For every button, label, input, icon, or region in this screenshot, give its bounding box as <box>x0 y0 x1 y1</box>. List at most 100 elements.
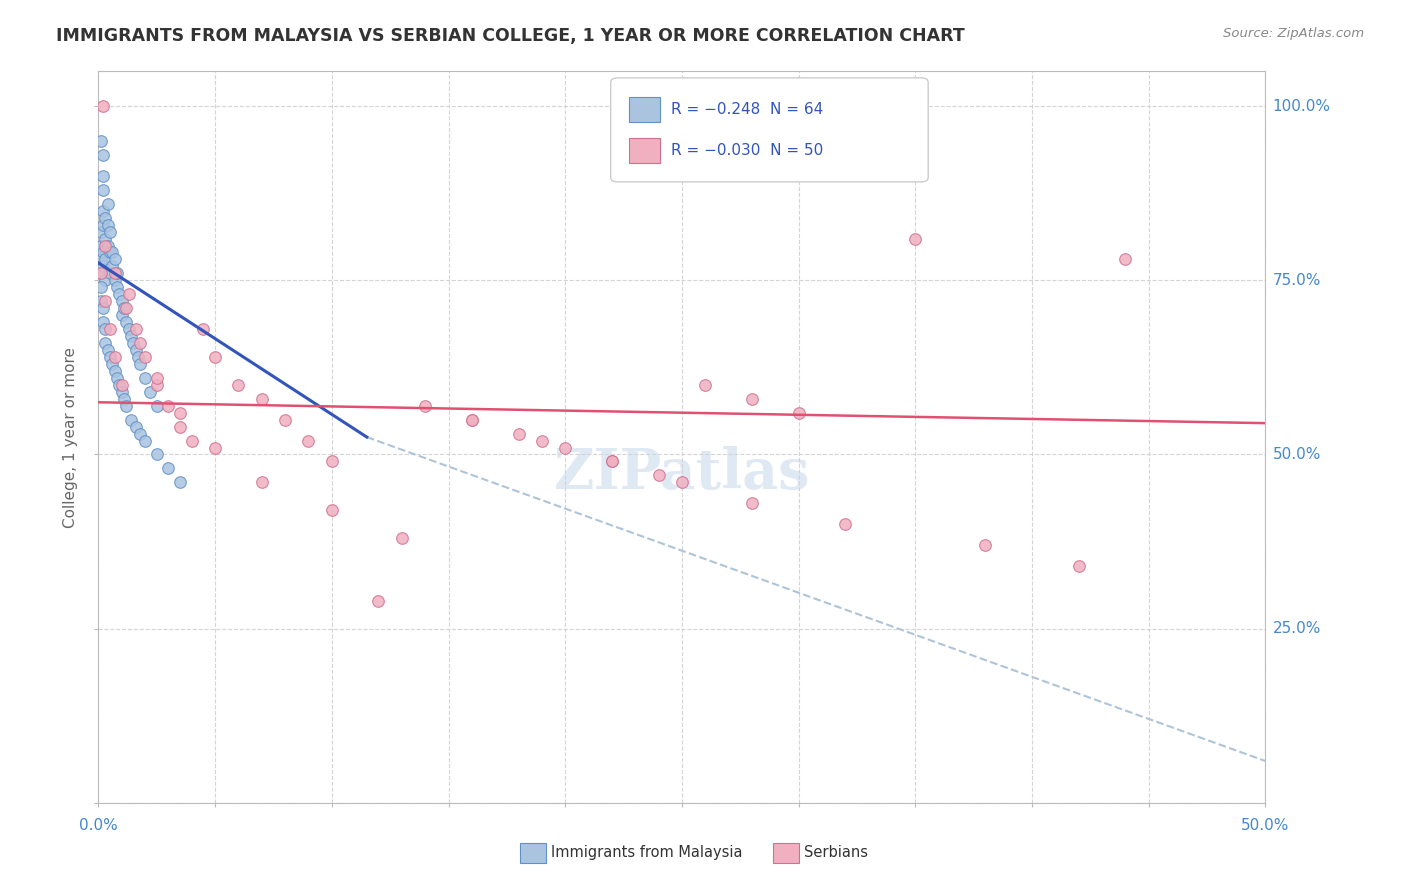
Point <box>90 294 112 309</box>
Point <box>98 225 121 239</box>
Point <box>104 266 127 280</box>
Point <box>101 357 124 371</box>
Point <box>97 238 120 252</box>
Point <box>741 392 763 406</box>
Text: R = −0.248  N = 64: R = −0.248 N = 64 <box>671 103 824 117</box>
Point <box>169 419 191 434</box>
Text: Source: ZipAtlas.com: Source: ZipAtlas.com <box>1223 27 1364 40</box>
Point <box>391 531 413 545</box>
Point <box>120 412 142 426</box>
Point <box>508 426 530 441</box>
Point <box>90 134 112 148</box>
Text: 50.0%: 50.0% <box>1241 818 1289 832</box>
Point <box>90 280 112 294</box>
Point <box>98 266 121 280</box>
Point <box>97 196 120 211</box>
Point <box>554 441 576 455</box>
Point <box>600 454 623 468</box>
Point <box>90 238 112 252</box>
Point <box>127 350 149 364</box>
Point <box>600 454 623 468</box>
Point <box>97 343 120 357</box>
Point <box>157 399 180 413</box>
Point <box>111 384 134 399</box>
Point <box>98 322 121 336</box>
Point <box>115 301 138 316</box>
Point <box>139 384 162 399</box>
Text: 100.0%: 100.0% <box>1272 99 1330 113</box>
Point <box>134 350 156 364</box>
Point <box>111 308 134 322</box>
Point <box>94 273 117 287</box>
Point <box>146 399 169 413</box>
Point <box>1114 252 1136 267</box>
Point <box>112 301 135 316</box>
Point <box>461 412 484 426</box>
Point <box>250 392 273 406</box>
Point <box>297 434 319 448</box>
Point <box>105 280 128 294</box>
Point <box>169 475 191 490</box>
Point <box>91 203 114 218</box>
Point <box>193 322 215 336</box>
Point <box>91 218 114 232</box>
Point <box>101 245 124 260</box>
Point <box>321 454 343 468</box>
Point <box>741 496 763 510</box>
Point <box>647 468 669 483</box>
Text: Immigrants from Malaysia: Immigrants from Malaysia <box>551 846 742 860</box>
Point <box>94 336 117 351</box>
Point <box>146 371 169 385</box>
Point <box>120 329 142 343</box>
Point <box>125 343 148 357</box>
Point <box>274 412 297 426</box>
Point <box>461 412 484 426</box>
Point <box>94 238 117 252</box>
Point <box>94 322 117 336</box>
Point <box>118 287 141 301</box>
Point <box>91 315 114 329</box>
Point <box>530 434 553 448</box>
Point <box>98 245 121 260</box>
Point <box>108 287 131 301</box>
Point <box>974 538 997 552</box>
Text: Serbians: Serbians <box>804 846 869 860</box>
Point <box>105 266 128 280</box>
Point <box>105 371 128 385</box>
Point <box>91 99 114 113</box>
Text: 25.0%: 25.0% <box>1272 621 1320 636</box>
Point <box>129 426 152 441</box>
Point <box>129 336 152 351</box>
Point <box>204 350 226 364</box>
Point <box>134 371 156 385</box>
Point <box>169 406 191 420</box>
Text: ZIPatlas: ZIPatlas <box>554 446 810 501</box>
Point <box>367 594 389 608</box>
Point <box>91 245 114 260</box>
Point <box>204 441 226 455</box>
Point <box>101 260 124 274</box>
Point <box>91 260 114 274</box>
Text: 75.0%: 75.0% <box>1272 273 1320 288</box>
Point <box>115 315 138 329</box>
Point <box>122 336 145 351</box>
Point <box>671 475 693 490</box>
Point <box>118 322 141 336</box>
Point <box>111 294 134 309</box>
Point <box>125 322 148 336</box>
Point <box>104 252 127 267</box>
Point <box>1067 558 1090 573</box>
Point <box>94 231 117 245</box>
Point <box>146 377 169 392</box>
Point <box>91 183 114 197</box>
Point <box>98 350 121 364</box>
Point <box>228 377 250 392</box>
Point <box>125 419 148 434</box>
Point <box>180 434 202 448</box>
Point <box>695 377 717 392</box>
Point <box>134 434 156 448</box>
Point <box>91 169 114 183</box>
Point <box>94 211 117 225</box>
Point <box>90 252 112 267</box>
Point <box>90 266 112 280</box>
